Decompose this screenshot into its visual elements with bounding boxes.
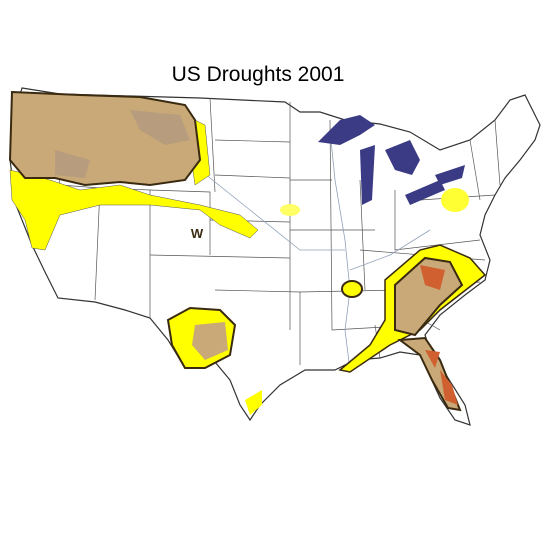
drought-northeast	[441, 188, 469, 212]
drought-northwest-extreme	[55, 110, 190, 178]
drought-southeast-extreme	[420, 265, 458, 405]
drought-georgia-pocket	[341, 280, 363, 298]
drought-midwest	[280, 204, 300, 216]
great-lakes	[318, 115, 465, 205]
drought-south-texas	[245, 390, 262, 415]
drought-southeast-severe	[394, 256, 464, 412]
region-label: W	[191, 226, 204, 241]
drought-texas-severe	[192, 322, 228, 360]
map-title: US Droughts 2001	[172, 63, 345, 86]
